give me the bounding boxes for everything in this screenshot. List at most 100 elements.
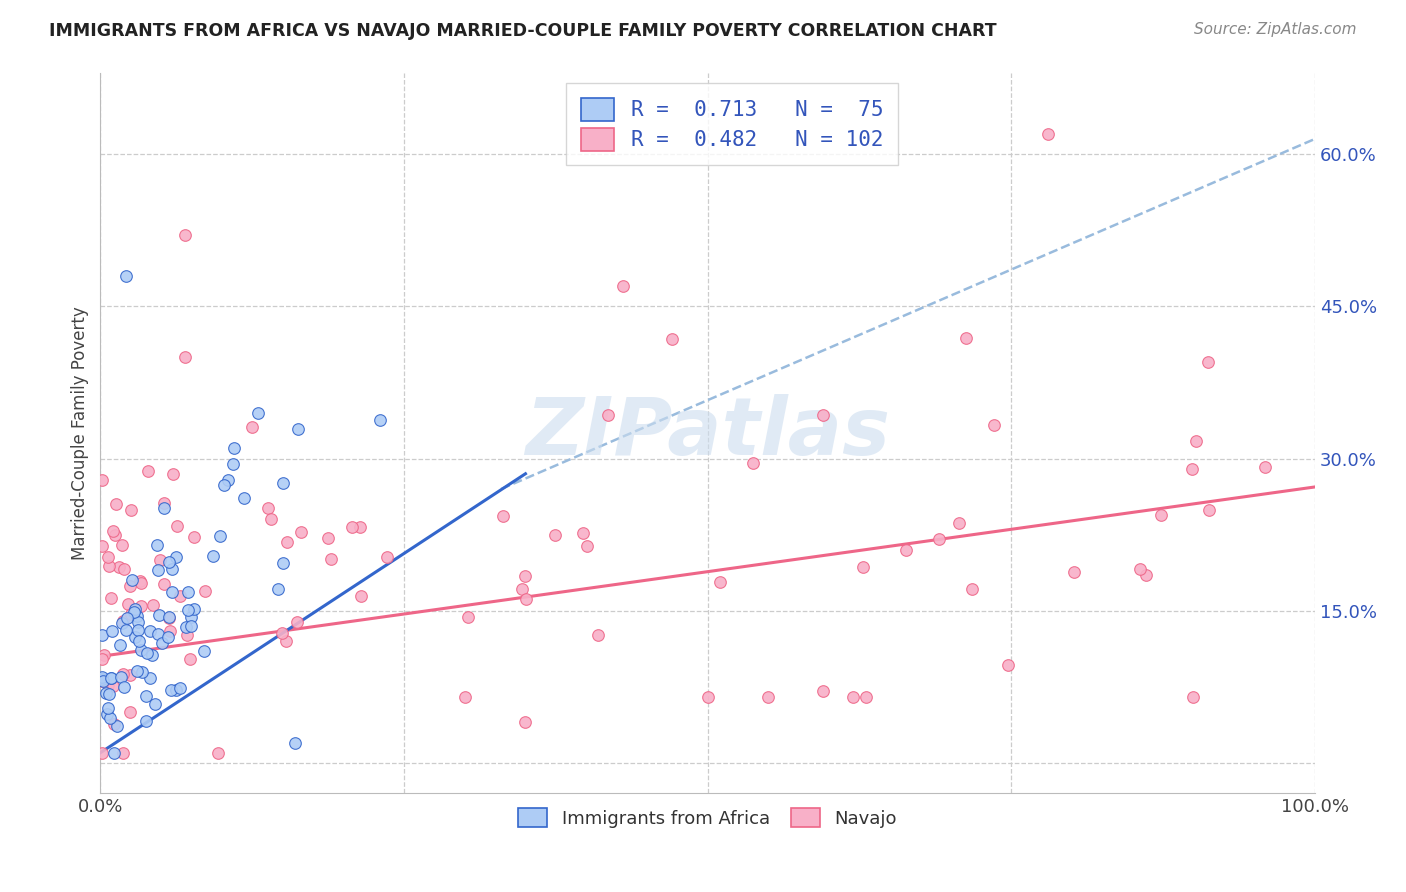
Point [368, 412, 391, 426]
Point [117, 597, 139, 611]
Point [267, 582, 290, 596]
Point [174, 350, 197, 364]
Point [112, 746, 135, 760]
Point [247, 406, 270, 420]
Point [183, 601, 205, 615]
Point [174, 620, 197, 634]
Point [150, 636, 173, 650]
Point [183, 530, 205, 544]
Point [212, 478, 235, 492]
Point [240, 420, 263, 434]
Point [97, 678, 120, 692]
Point [111, 537, 134, 551]
Point [596, 408, 619, 422]
Point [115, 623, 138, 637]
Point [201, 549, 224, 563]
Point [141, 648, 163, 662]
Point [1150, 508, 1173, 523]
Text: IMMIGRANTS FROM AFRICA VS NAVAJO MARRIED-COUPLE FAMILY POVERTY CORRELATION CHART: IMMIGRANTS FROM AFRICA VS NAVAJO MARRIED… [49, 22, 997, 40]
Point [855, 690, 877, 704]
Point [955, 330, 977, 344]
Point [696, 690, 718, 704]
Point [159, 624, 181, 639]
Point [115, 268, 138, 283]
Point [129, 643, 152, 657]
Point [209, 529, 232, 543]
Point [290, 525, 312, 540]
Point [104, 497, 127, 511]
Point [271, 556, 294, 570]
Point [149, 553, 172, 567]
Point [100, 671, 122, 685]
Point [127, 624, 149, 638]
Point [115, 610, 138, 624]
Point [124, 602, 146, 616]
Point [544, 528, 567, 542]
Point [112, 614, 135, 628]
Point [222, 442, 245, 456]
Point [90, 672, 112, 686]
Point [120, 705, 142, 719]
Point [165, 549, 187, 564]
Point [100, 671, 122, 685]
Point [179, 652, 201, 666]
Point [159, 683, 181, 698]
Point [1135, 568, 1157, 582]
Point [454, 690, 477, 704]
Point [983, 418, 1005, 433]
Point [90, 627, 112, 641]
Point [153, 501, 176, 516]
Point [142, 598, 165, 612]
Point [112, 562, 135, 576]
Point [948, 516, 970, 530]
Point [349, 520, 371, 534]
Point [101, 524, 124, 538]
Point [97, 549, 120, 564]
Point [709, 575, 731, 590]
Point [811, 683, 834, 698]
Point [101, 679, 124, 693]
Point [285, 615, 308, 630]
Text: ZIPatlas: ZIPatlas [526, 394, 890, 472]
Point [124, 630, 146, 644]
Point [110, 670, 132, 684]
Point [571, 526, 593, 541]
Point [842, 690, 865, 704]
Point [122, 606, 145, 620]
Point [1063, 565, 1085, 579]
Point [233, 491, 256, 506]
Point [287, 422, 309, 436]
Point [217, 473, 239, 487]
Point [103, 746, 125, 760]
Point [510, 582, 533, 597]
Point [127, 608, 149, 623]
Y-axis label: Married-Couple Family Poverty: Married-Couple Family Poverty [72, 306, 89, 560]
Point [1197, 355, 1219, 369]
Point [166, 518, 188, 533]
Point [271, 475, 294, 490]
Point [177, 603, 200, 617]
Point [1129, 562, 1152, 576]
Point [1254, 460, 1277, 475]
Point [97, 701, 120, 715]
Point [177, 584, 200, 599]
Point [851, 560, 873, 574]
Point [111, 667, 134, 681]
Point [174, 228, 197, 243]
Point [375, 550, 398, 565]
Point [139, 671, 162, 685]
Point [148, 608, 170, 623]
Point [491, 508, 513, 523]
Point [207, 746, 229, 760]
Point [316, 531, 339, 545]
Point [121, 574, 143, 588]
Point [1198, 503, 1220, 517]
Point [169, 681, 191, 695]
Point [93, 648, 115, 662]
Point [350, 589, 373, 603]
Point [153, 577, 176, 591]
Point [741, 456, 763, 470]
Point [105, 719, 128, 733]
Point [90, 670, 112, 684]
Point [271, 626, 294, 640]
